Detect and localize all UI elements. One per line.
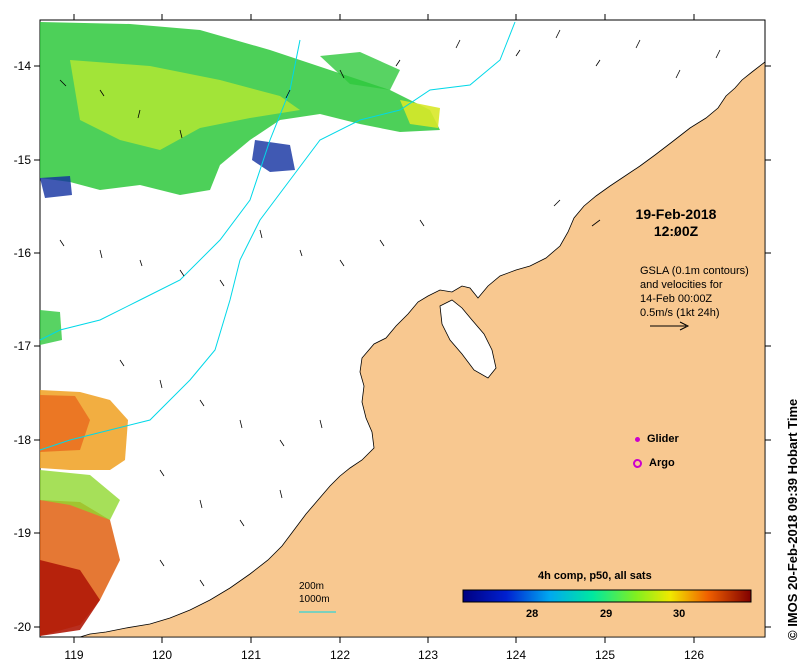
colorbar-label: 28 (526, 608, 539, 620)
legend-argo-label: Argo (649, 457, 675, 469)
argo-marker-icon (633, 458, 642, 468)
sst-patches (40, 22, 440, 636)
lat-label: -19 (14, 526, 32, 540)
lat-label: -17 (14, 339, 32, 353)
date-text: 19-Feb-2018 (635, 206, 717, 222)
colorbar (462, 589, 752, 603)
colorbar-label: 29 (600, 608, 613, 620)
depth-contours (39, 21, 516, 451)
legend-glider: Glider (633, 433, 679, 445)
gsla-line: 0.5m/s (1kt 24h) (640, 307, 720, 319)
credit-text: © IMOS 20-Feb-2018 09:39 Hobart Time (785, 398, 800, 640)
lat-label: -14 (14, 59, 32, 73)
lon-tick-labels: 119 120 121 122 123 124 125 126 (64, 648, 704, 662)
lat-label: -18 (14, 433, 32, 447)
lat-label: -20 (14, 620, 32, 634)
lon-label: 120 (152, 648, 172, 662)
velocity-arrows (59, 29, 721, 587)
gsla-line: 14-Feb 00:00Z (640, 293, 713, 305)
lat-label: -16 (14, 246, 32, 260)
legend-argo: Argo (633, 457, 675, 469)
depth-legend-1000: 1000m (299, 594, 330, 605)
lon-label: 123 (418, 648, 438, 662)
velocity-scale-arrowhead (679, 321, 690, 331)
colorbar-title: 4h comp, p50, all sats (538, 570, 652, 582)
lon-label: 125 (595, 648, 615, 662)
lon-label: 122 (330, 648, 350, 662)
date-label: 19-Feb-2018 12:00Z (626, 206, 726, 240)
glider-marker-icon (635, 436, 640, 442)
gsla-line: GSLA (0.1m contours) (640, 265, 749, 277)
legend-glider-label: Glider (647, 433, 679, 445)
lat-tick-labels: -14 -15 -16 -17 -18 -19 -20 (14, 59, 32, 634)
lon-label: 121 (241, 648, 261, 662)
king-sound (439, 299, 497, 379)
lat-tick-marks (34, 65, 771, 628)
gsla-legend: GSLA (0.1m contours) and velocities for … (640, 264, 770, 320)
gsla-line: and velocities for (640, 279, 723, 291)
lat-label: -15 (14, 153, 32, 167)
colorbar-label: 30 (673, 608, 686, 620)
land-mass (79, 61, 766, 638)
depth-legend: 200m 1000m (299, 580, 330, 606)
lon-label: 119 (64, 648, 83, 662)
depth-legend-200: 200m (299, 581, 325, 592)
time-text: 12:00Z (653, 223, 699, 239)
lon-label: 124 (506, 648, 526, 662)
lon-label: 126 (684, 648, 704, 662)
lon-tick-marks (73, 14, 695, 643)
